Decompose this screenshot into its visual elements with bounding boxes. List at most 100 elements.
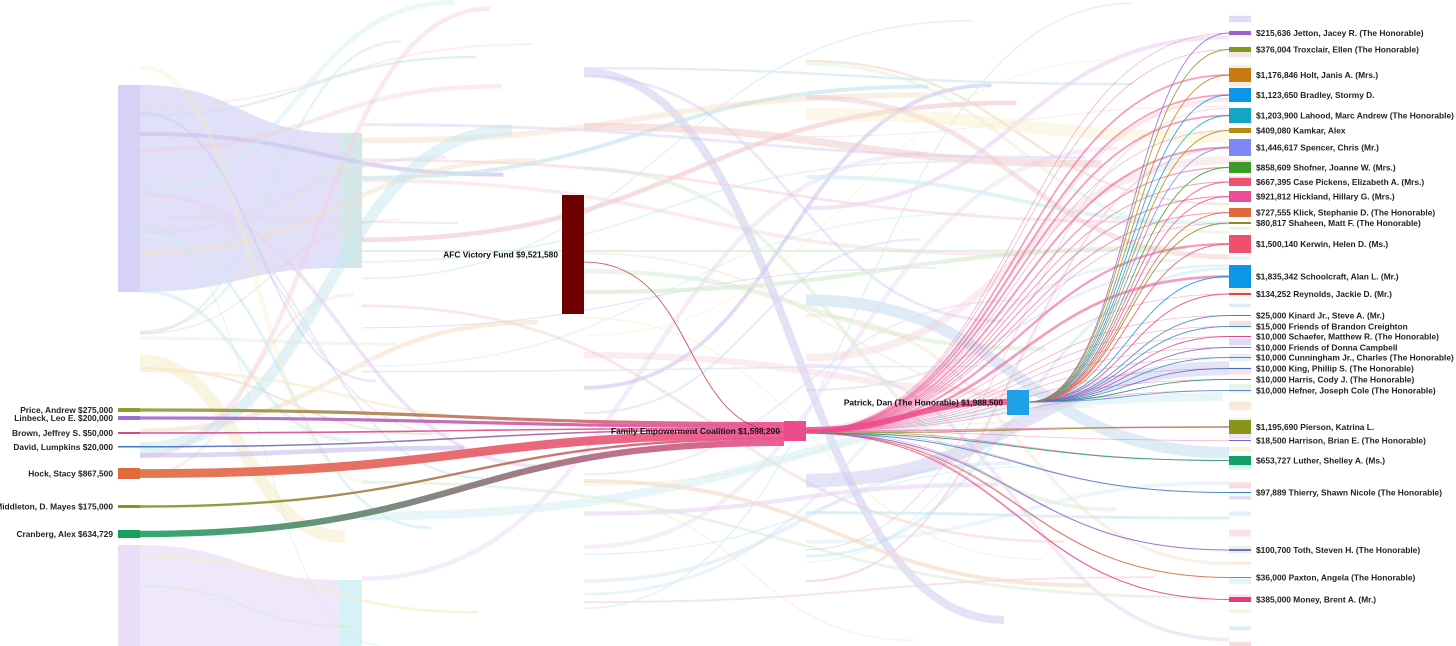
- recipient-node: [1229, 293, 1251, 295]
- flow-fec-to-recipient: [805, 166, 1230, 432]
- recipient-node: [1229, 597, 1251, 602]
- background-bar: [1229, 367, 1251, 375]
- background-flow: [361, 160, 950, 263]
- source-node: [118, 432, 140, 434]
- recipient-node: [1229, 336, 1251, 337]
- recipient-node: [1229, 208, 1251, 217]
- flow-fec-to-recipient: [805, 181, 1230, 432]
- flow-fec-to-lower-recipient: [805, 426, 1230, 434]
- recipient-node: [1229, 139, 1251, 156]
- recipient-label: $1,446,617 Spencer, Chris (Mr.): [1256, 143, 1379, 153]
- recipient-node: [1229, 88, 1251, 102]
- highlighted-flows: [139, 32, 1230, 600]
- flow-fec-to-lower-recipient: [805, 432, 1230, 578]
- background-bar: [1229, 641, 1251, 646]
- flow-patrick-to-recipient: [1028, 196, 1230, 403]
- flow-block-bottom: [140, 545, 340, 646]
- recipient-label: $97,889 Thierry, Shawn Nicole (The Honor…: [1256, 488, 1442, 498]
- flow-patrick-to-recipient: [1028, 390, 1230, 403]
- flow-to-family-empowerment-coalition: [139, 430, 785, 478]
- flow-to-family-empowerment-coalition: [139, 428, 785, 448]
- background-flow: [805, 35, 1230, 211]
- recipient-label: $653,727 Luther, Shelley A. (Ms.): [1256, 456, 1385, 466]
- background-flow: [139, 84, 502, 152]
- background-bar: [1229, 465, 1251, 470]
- recipient-label: $409,080 Kamkar, Alex: [1256, 126, 1346, 136]
- background-flow: [139, 215, 459, 224]
- recipient-node: [1229, 379, 1251, 380]
- flow-fec-to-recipient: [805, 242, 1230, 433]
- background-flow: [361, 480, 1205, 599]
- pac-node: [562, 195, 584, 314]
- background-bar: [1229, 15, 1251, 23]
- source-node: [118, 505, 140, 508]
- background-bar: [1229, 482, 1251, 489]
- background-flow: [139, 55, 477, 117]
- flow-to-family-empowerment-coalition: [139, 427, 785, 434]
- background-bar: [1229, 561, 1251, 565]
- recipient-node: [1229, 549, 1251, 551]
- background-bar: [1229, 48, 1251, 57]
- background-flow: [139, 40, 402, 335]
- recipient-node: [1229, 390, 1251, 391]
- recipient-label: $134,252 Reynolds, Jackie D. (Mr.): [1256, 289, 1392, 299]
- background-flow: [139, 445, 465, 458]
- flow-patrick-to-recipient: [1028, 315, 1230, 403]
- background-bar: [1229, 303, 1251, 307]
- flow-fec-to-recipient: [805, 430, 1230, 441]
- background-flow: [805, 361, 1230, 488]
- background-flow: [583, 352, 1075, 398]
- background-flow: [139, 111, 376, 382]
- background-flow: [139, 157, 536, 256]
- recipient-label: $727,555 Klick, Stephanie D. (The Honora…: [1256, 208, 1435, 218]
- flow-patrick-to-recipient: [1028, 222, 1230, 403]
- recipient-node: [1229, 420, 1251, 434]
- background-bar: [1229, 401, 1251, 411]
- background-flow: [139, 224, 381, 646]
- flow-fec-to-lower-recipient: [805, 432, 1230, 600]
- left-block-top: [118, 85, 140, 292]
- source-label: David, Lumpkins $20,000: [13, 442, 113, 452]
- recipient-label: $10,000 Harris, Cody J. (The Honorable): [1256, 375, 1414, 385]
- background-flow: [805, 156, 1230, 362]
- recipient-node: [1229, 456, 1251, 465]
- background-flow: [361, 365, 1011, 373]
- recipient-node: [1229, 235, 1251, 253]
- background-bar: [1229, 256, 1251, 260]
- flow-patrick-to-recipient: [1028, 181, 1230, 403]
- recipient-label: $18,500 Harrison, Brian E. (The Honorabl…: [1256, 436, 1426, 446]
- flow-patrick-to-recipient: [1028, 74, 1230, 403]
- background-bar: [1229, 82, 1251, 87]
- flow-fec-to-recipient: [805, 49, 1230, 432]
- recipient-label: $1,176,846 Holt, Janis A. (Mrs.): [1256, 70, 1378, 80]
- background-flow: [583, 83, 992, 390]
- flow-fec-to-recipient: [805, 222, 1230, 432]
- flow-fec-to-recipient: [805, 315, 1230, 432]
- background-flow: [139, 155, 447, 235]
- recipient-node: [1229, 368, 1251, 369]
- flow-patrick-to-recipient: [1028, 276, 1230, 403]
- pac-label: AFC Victory Fund $9,521,580: [443, 250, 558, 260]
- background-flow: [583, 74, 1006, 323]
- background-flow: [139, 218, 401, 335]
- background-flow: [805, 175, 1230, 225]
- recipient-node: [1229, 178, 1251, 186]
- source-label: Brown, Jeffrey S. $50,000: [12, 428, 113, 438]
- recipient-label: $215,636 Jetton, Jacey R. (The Honorable…: [1256, 28, 1424, 38]
- background-flow: [139, 131, 504, 177]
- flow-afc-to-fec: [583, 261, 785, 433]
- source-label: Hock, Stacy $867,500: [28, 469, 113, 479]
- recipient-node: [1229, 31, 1251, 35]
- recipient-node: [1229, 326, 1251, 327]
- source-node: [118, 446, 140, 448]
- flow-to-family-empowerment-coalition: [139, 439, 785, 538]
- background-flow: [583, 122, 1102, 168]
- pac-label: Family Empowerment Coalition $1,598,200: [611, 426, 780, 436]
- background-bar: [1229, 384, 1251, 393]
- flow-fec-to-recipient: [805, 275, 1230, 433]
- flow-patrick-to-recipient: [1028, 94, 1230, 403]
- flow-to-family-empowerment-coalition: [139, 416, 785, 428]
- background-bar: [1229, 626, 1251, 631]
- source-label: Cranberg, Alex $634,729: [16, 529, 113, 539]
- background-flow: [805, 481, 1230, 544]
